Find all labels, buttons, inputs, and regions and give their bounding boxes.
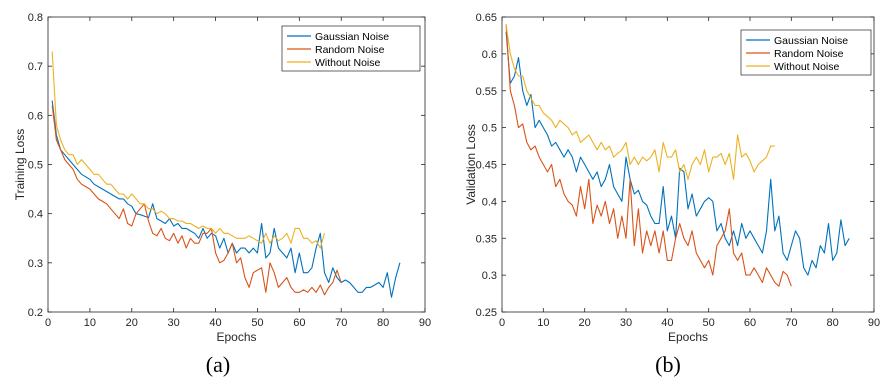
y-tick-label: 0.45 (476, 160, 497, 172)
series-line-random-noise (505, 24, 792, 287)
y-tick-label: 0.3 (28, 258, 43, 270)
y-tick-label: 0.25 (476, 307, 497, 319)
x-tick-label: 80 (827, 317, 839, 329)
y-tick-label: 0.5 (482, 123, 497, 135)
legend-label: Random Noise (315, 44, 385, 56)
y-tick-label: 0.8 (28, 12, 43, 24)
x-tick-label: 0 (499, 317, 505, 329)
x-tick-label: 80 (377, 317, 389, 329)
x-tick-label: 30 (620, 317, 632, 329)
x-tick-label: 10 (537, 317, 549, 329)
x-tick-label: 50 (251, 317, 263, 329)
x-tick-label: 30 (168, 317, 180, 329)
x-tick-label: 90 (419, 317, 431, 329)
panel-caption: (a) (206, 352, 230, 377)
y-tick-label: 0.2 (28, 307, 43, 319)
x-tick-label: 60 (293, 317, 305, 329)
x-tick-label: 50 (703, 317, 715, 329)
x-axis-label: Epochs (668, 330, 708, 344)
y-axis-label: Validation Loss (464, 124, 478, 205)
x-axis-label: Epochs (216, 330, 256, 344)
y-tick-label: 0.4 (482, 196, 497, 208)
x-tick-label: 70 (335, 317, 347, 329)
y-tick-label: 0.55 (476, 86, 497, 98)
x-tick-label: 90 (868, 317, 880, 329)
series-line-random-noise (51, 105, 342, 296)
y-tick-label: 0.35 (476, 233, 497, 245)
legend-label: Gaussian Noise (315, 31, 389, 43)
series-line-without-noise (505, 24, 775, 180)
x-tick-label: 20 (126, 317, 138, 329)
series-line-gaussian-noise (505, 31, 850, 276)
panel-caption: (b) (655, 352, 681, 377)
x-tick-label: 10 (84, 317, 96, 329)
x-tick-label: 0 (45, 317, 51, 329)
x-tick-label: 70 (785, 317, 797, 329)
x-tick-label: 20 (579, 317, 591, 329)
y-axis-label: Training Loss (13, 129, 27, 201)
y-tick-label: 0.3 (482, 270, 497, 282)
legend-label: Random Noise (774, 48, 844, 60)
y-tick-label: 0.6 (482, 49, 497, 61)
y-tick-label: 0.5 (28, 160, 43, 172)
x-tick-label: 40 (209, 317, 221, 329)
y-tick-label: 0.65 (476, 12, 497, 24)
series-line-gaussian-noise (51, 100, 401, 298)
x-tick-label: 60 (744, 317, 756, 329)
x-tick-label: 40 (661, 317, 673, 329)
series-line-without-noise (51, 51, 326, 249)
legend-label: Without Noise (315, 57, 381, 69)
y-tick-label: 0.4 (28, 209, 43, 221)
y-tick-label: 0.7 (28, 61, 43, 73)
validation-loss-chart: 0 10 20 30 40 50 60 70 80 90 0.25 0.3 0.35 0.4 0.45 0.5… (464, 12, 880, 377)
legend-label: Gaussian Noise (774, 35, 848, 47)
training-loss-chart: 0 10 20 30 40 50 60 70 80 90 0.2 0.3 0.4 0.5 0.6 0.7 0.8… (13, 12, 431, 377)
legend-label: Without Noise (774, 61, 840, 73)
y-tick-label: 0.6 (28, 110, 43, 122)
